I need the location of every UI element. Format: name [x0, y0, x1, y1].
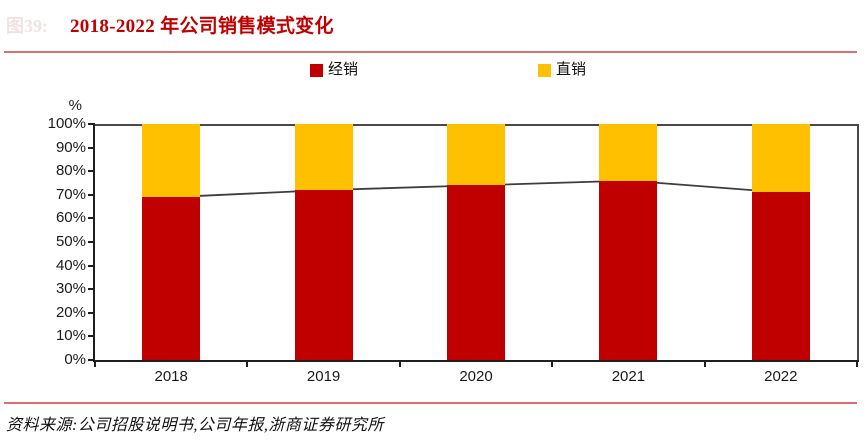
y-tick-mark	[88, 359, 95, 361]
y-tick-mark	[88, 123, 95, 125]
plot-right-border	[857, 124, 859, 360]
chart-title: 2018-2022 年公司销售模式变化	[70, 16, 334, 37]
x-tick-mark	[551, 362, 554, 367]
y-tick-label: 60%	[55, 209, 86, 227]
x-tick-mark	[398, 362, 401, 367]
legend-item-direct-sales: 直销	[538, 62, 587, 78]
y-tick-label: 40%	[55, 256, 86, 274]
y-tick-mark	[88, 335, 95, 338]
y-axis-line	[93, 123, 95, 362]
y-tick-label: 10%	[55, 327, 86, 345]
legend-swatch-direct-sales-icon	[538, 63, 551, 77]
y-tick-mark	[88, 193, 95, 196]
bar-segment-direct-sales-2019	[294, 124, 353, 191]
legend-item-distribution: 经销	[310, 62, 359, 78]
x-category-label: 2022	[764, 368, 798, 385]
y-tick-label: 70%	[55, 185, 86, 203]
x-tick-mark	[856, 362, 858, 367]
figure-number-label: 图39:	[6, 16, 48, 36]
y-tick-mark	[88, 170, 95, 173]
y-tick-label: 90%	[55, 138, 86, 156]
bar-segment-distribution-2022	[751, 192, 810, 360]
y-tick-label: 30%	[55, 280, 86, 298]
bar-segment-distribution-2021	[599, 180, 658, 360]
x-category-label: 2021	[611, 368, 646, 385]
x-tick-mark	[94, 362, 96, 367]
y-tick-mark	[88, 217, 95, 220]
y-tick-mark	[88, 311, 95, 314]
bar-segment-direct-sales-2021	[599, 124, 658, 181]
bar-segment-distribution-2019	[294, 190, 353, 360]
bar-segment-distribution-2020	[447, 185, 505, 360]
bar-segment-direct-sales-2018	[142, 124, 201, 198]
y-tick-mark	[88, 288, 95, 291]
y-tick-label: 100%	[47, 115, 86, 132]
y-tick-label: 50%	[55, 233, 86, 250]
legend-label-distribution: 经销	[328, 62, 359, 78]
y-tick-mark	[88, 146, 95, 149]
y-tick-label: 0%	[64, 351, 86, 368]
legend-swatch-distribution-icon	[310, 63, 323, 77]
x-tick-mark	[246, 362, 249, 367]
source-note: 资料来源:公司招股说明书,公司年报,浙商证券研究所	[6, 417, 384, 434]
x-category-label: 2018	[154, 368, 188, 385]
legend-label-direct-sales: 直销	[556, 62, 587, 78]
y-tick-label: 80%	[55, 162, 86, 180]
x-axis-line	[93, 360, 859, 362]
y-axis-unit-label: %	[68, 97, 82, 114]
source-divider-rule	[4, 402, 857, 404]
bar-segment-direct-sales-2020	[447, 124, 505, 186]
bar-segment-direct-sales-2022	[751, 124, 810, 193]
y-tick-label: 20%	[55, 303, 86, 321]
x-tick-mark	[703, 362, 706, 367]
bars-layer	[95, 124, 857, 360]
title-divider-rule	[4, 51, 857, 53]
y-tick-mark	[88, 264, 95, 267]
bar-segment-distribution-2018	[142, 197, 201, 360]
x-category-label: 2019	[306, 368, 341, 385]
x-category-label: 2020	[459, 368, 493, 385]
y-tick-mark	[88, 241, 95, 243]
